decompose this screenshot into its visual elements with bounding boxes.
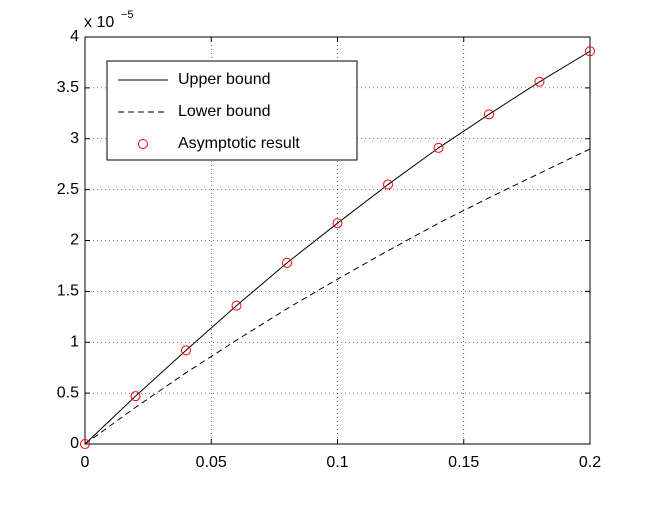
y-tick-label: 1 [70, 333, 79, 350]
data-point [130, 391, 141, 402]
data-point [282, 257, 292, 268]
y-tick-label: 0.5 [57, 384, 79, 401]
y-tick-label: 4 [70, 28, 79, 45]
series-line [84, 148, 591, 445]
data-point [80, 439, 90, 449]
x-tick-label: 0 [81, 454, 90, 471]
data-point [383, 179, 393, 190]
y-tick-label: 1.5 [57, 283, 79, 300]
data-point [484, 109, 494, 120]
data-point [332, 218, 343, 229]
x-tick-label: 0.15 [448, 454, 479, 471]
axis-multiplier-exponent: −5 [121, 9, 134, 21]
legend-label: Lower bound [178, 103, 271, 120]
y-tick-label: 2 [70, 232, 79, 249]
axis-multiplier: x 10 [84, 14, 114, 31]
legend-label: Upper bound [178, 71, 271, 88]
y-tick-label: 3.5 [57, 79, 79, 96]
y-tick-label: 2.5 [57, 181, 79, 198]
y-tick-label: 3 [70, 130, 79, 147]
data-point [181, 345, 191, 356]
x-tick-label: 0.1 [326, 454, 348, 471]
series-line [84, 50, 591, 445]
data-point [231, 300, 242, 311]
data-point [585, 46, 595, 57]
x-tick-label: 0.2 [579, 454, 601, 471]
legend-box [106, 60, 358, 161]
plot-frame [84, 36, 591, 445]
x-tick-label: 0.05 [196, 454, 227, 471]
y-tick-label: 0 [70, 435, 79, 452]
legend-marker [138, 139, 148, 149]
legend-label: Asymptotic result [178, 135, 300, 152]
data-point [433, 142, 444, 153]
data-point [534, 76, 545, 87]
